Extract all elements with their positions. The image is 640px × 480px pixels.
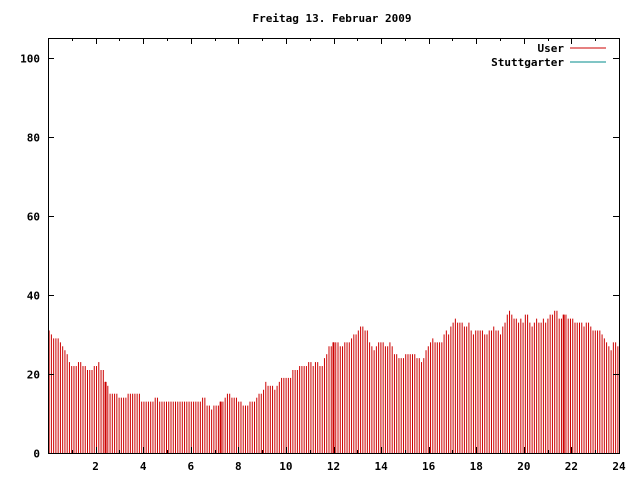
x-tick-label: 4: [140, 460, 147, 473]
y-tick-label: 40: [27, 290, 40, 303]
x-axis: 2 4 6 8 10 12 14 16 18 20 22 24: [72, 38, 626, 473]
chart-title: Freitag 13. Februar 2009: [253, 12, 412, 25]
legend-label-user: User: [538, 42, 565, 55]
bars-group: [48, 310, 619, 453]
x-tick-label: 14: [374, 460, 388, 473]
x-tick-label: 16: [422, 460, 436, 473]
y-tick-label: 60: [27, 211, 40, 224]
x-tick-label: 8: [235, 460, 242, 473]
y-tick-label: 0: [33, 448, 40, 461]
x-tick-label: 12: [327, 460, 340, 473]
y-tick-label: 80: [27, 132, 40, 145]
highlight-group: [104, 314, 565, 453]
y-tick-label: 100: [20, 53, 40, 66]
y-tick-label: 20: [27, 369, 40, 382]
x-tick-label: 6: [187, 460, 194, 473]
x-tick-label: 24: [612, 460, 626, 473]
x-tick-label: 20: [517, 460, 530, 473]
y-axis: 0 20 40 60 80 100: [20, 53, 619, 461]
legend: User Stuttgarter: [491, 42, 606, 69]
x-tick-label: 18: [470, 460, 483, 473]
x-tick-label: 22: [565, 460, 578, 473]
legend-label-stuttgarter: Stuttgarter: [491, 56, 564, 69]
x-tick-label: 10: [279, 460, 292, 473]
x-tick-label: 2: [92, 460, 99, 473]
